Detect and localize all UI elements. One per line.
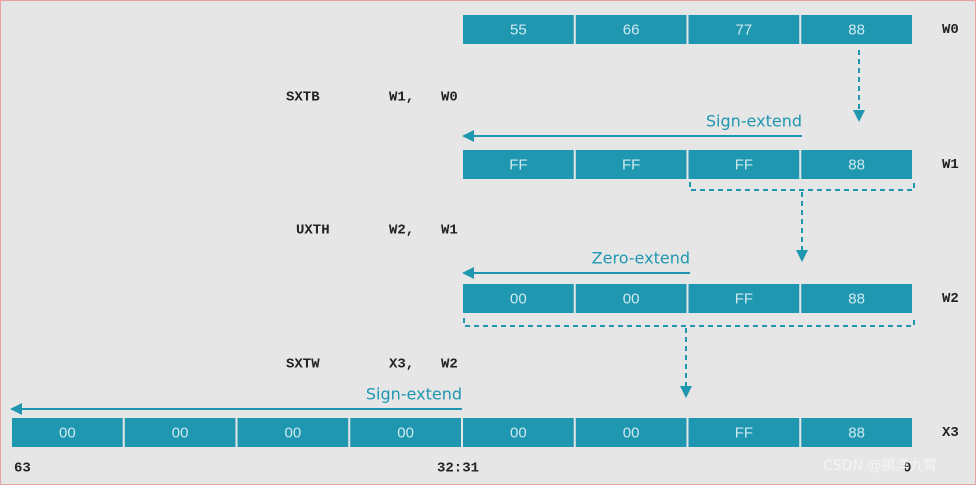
cell-value: 88 <box>848 424 865 441</box>
cell-value: 00 <box>172 424 189 441</box>
bit-label: 32:31 <box>437 461 479 477</box>
watermark: CSDN @鹏洋九霄 <box>823 458 937 474</box>
cell-value: 66 <box>623 21 640 38</box>
instruction-op: UXTH <box>296 223 330 239</box>
instruction-op: SXTB <box>286 90 320 106</box>
cell-value: FF <box>735 156 753 173</box>
connectors <box>463 50 915 398</box>
cell-value: 00 <box>397 424 414 441</box>
register-cell <box>463 150 574 179</box>
extend-label: Sign-extend <box>366 385 462 404</box>
cell-value: 88 <box>848 290 865 307</box>
cell-value: FF <box>622 156 640 173</box>
cell-value: 00 <box>510 424 527 441</box>
instruction-op: SXTW <box>286 357 320 373</box>
register-cell <box>463 418 574 447</box>
register-cell <box>575 150 687 179</box>
cell-value: 00 <box>510 290 527 307</box>
cell-value: 00 <box>59 424 76 441</box>
register-cell <box>801 418 912 447</box>
register-cell <box>801 284 912 313</box>
cell-value: FF <box>735 290 753 307</box>
instruction-arg: W1, <box>389 90 414 106</box>
register-cell <box>688 284 800 313</box>
instruction-arg: W1 <box>441 223 458 239</box>
register-cell <box>12 418 123 447</box>
register-cell <box>575 418 687 447</box>
register-cell <box>463 15 574 44</box>
register-cell <box>688 15 800 44</box>
register-name: W2 <box>942 291 959 307</box>
cell-value: 77 <box>736 21 753 38</box>
bit-label: 63 <box>14 461 31 477</box>
register-cell <box>124 418 236 447</box>
register-cell <box>801 15 912 44</box>
register-name: W0 <box>942 22 959 38</box>
instruction-arg: X3, <box>389 357 414 373</box>
register-cell <box>350 418 461 447</box>
register-cell <box>575 284 687 313</box>
register-cell <box>801 150 912 179</box>
instruction-arg: W0 <box>441 90 458 106</box>
cell-value: FF <box>735 424 753 441</box>
instruction-arg: W2 <box>441 357 458 373</box>
register-cell <box>688 418 800 447</box>
bit-label: 0 <box>903 461 911 477</box>
register-name: W1 <box>942 157 959 173</box>
cell-value: 00 <box>285 424 302 441</box>
extend-label: Zero-extend <box>592 249 690 268</box>
register-cell <box>575 15 687 44</box>
cell-value: 00 <box>623 424 640 441</box>
cell-value: FF <box>509 156 527 173</box>
instruction-arg: W2, <box>389 223 414 239</box>
register-cell <box>688 150 800 179</box>
cell-value: 55 <box>510 21 527 38</box>
extend-arrows <box>10 130 802 415</box>
register-cell <box>463 284 574 313</box>
extend-label: Sign-extend <box>706 112 802 131</box>
register-name: X3 <box>942 425 959 441</box>
cell-value: 00 <box>623 290 640 307</box>
cell-value: 88 <box>848 156 865 173</box>
cell-value: 88 <box>848 21 865 38</box>
register-cell <box>237 418 349 447</box>
